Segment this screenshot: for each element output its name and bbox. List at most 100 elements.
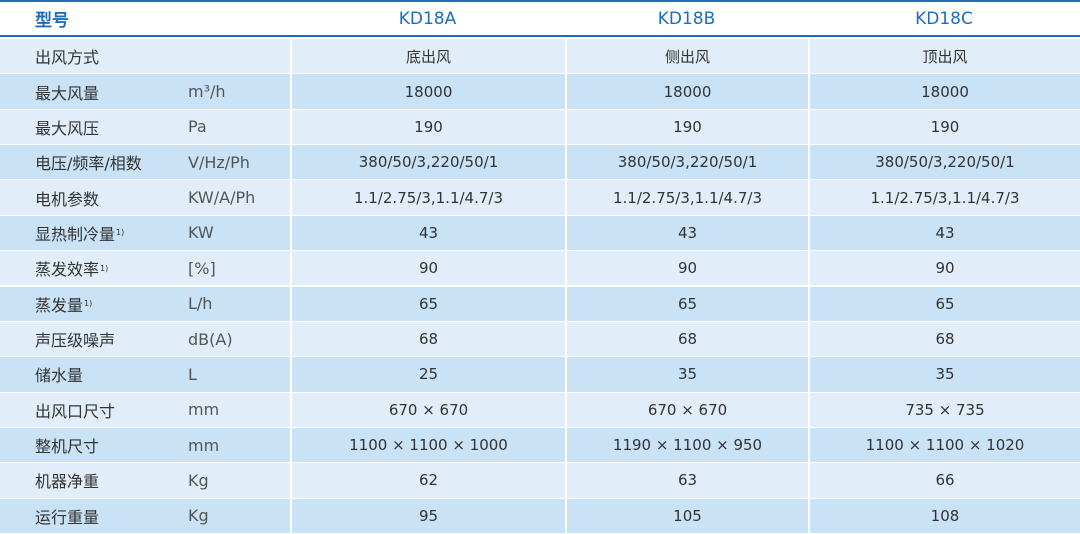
unit-cell: mm [175,393,290,427]
row-label-cell: 电机参数 [0,180,175,214]
value-cell: 43 [290,215,565,251]
value-cell: 65 [808,286,1080,321]
table-row: 显热制冷量 1) KW 43 43 43 [0,215,1080,251]
value-cell: 侧出风 [565,39,808,74]
table-row: 机器净重 Kg 62 63 66 [0,463,1080,498]
unit: dB(A) [188,329,233,349]
row-label: 出风口尺寸 [35,401,116,421]
row-label: 最大风压 [35,118,100,138]
unit-cell: L [175,357,290,391]
row-label: 蒸发量 [35,295,84,315]
unit: mm [188,435,220,455]
value-cell: 190 [290,109,565,145]
value-cell: 68 [565,321,808,357]
value-cell: 108 [808,498,1080,533]
table-row: 储水量 L 25 35 35 [0,357,1080,392]
table-row: 最大风压 Pa 190 190 190 [0,109,1080,145]
header-row: 型号 KD18A KD18B KD18C [0,0,1080,37]
row-label: 电机参数 [35,189,100,209]
table-row: 出风口尺寸 mm 670 × 670 670 × 670 735 × 735 [0,392,1080,427]
unit-cell [175,39,290,73]
value-cell: 18000 [808,74,1080,109]
unit: mm [188,400,220,420]
value-cell: 65 [290,286,565,321]
row-label: 蒸发效率 [35,260,100,280]
row-label-cell: 出风口尺寸 [0,393,175,427]
row-label-cell: 机器净重 [0,463,175,497]
row-label: 最大风量 [35,83,100,103]
row-label: 运行重量 [35,507,100,527]
table-row: 蒸发量 1) L/h 65 65 65 [0,286,1080,321]
table-row: 运行重量 Kg 95 105 108 [0,498,1080,533]
header-spacer [175,2,290,35]
row-label-cell: 整机尺寸 [0,428,175,462]
header-cell: KD18B [657,8,716,29]
value-cell: 65 [565,286,808,321]
table-row: 声压级噪声 dB(A) 68 68 68 [0,321,1080,357]
header-cell: KD18A [398,8,457,29]
row-label-cell: 电压/频率/相数 [0,145,175,179]
row-label-cell: 出风方式 [0,39,175,73]
row-label-cell: 蒸发量 1) [0,287,175,321]
value-cell: 43 [808,215,1080,251]
header-cell: KD18C [915,8,973,29]
table-row: 整机尺寸 mm 1100 × 1100 × 1000 1190 × 1100 × 95… [0,427,1080,463]
value-cell: 68 [808,321,1080,357]
value-cell: 380/50/3,220/50/1 [565,145,808,180]
row-label: 储水量 [35,366,84,386]
value-cell: 1100 × 1100 × 1020 [808,427,1080,463]
value-cell: 18000 [290,74,565,109]
table-row: 蒸发效率 1) [%] 90 90 90 [0,251,1080,286]
value-cell: 90 [290,251,565,286]
value-cell: 1100 × 1100 × 1000 [290,427,565,463]
value-cell: 66 [808,463,1080,498]
value-cell: 1190 × 1100 × 950 [565,427,808,463]
unit-cell: dB(A) [175,322,290,356]
value-cell: 18000 [565,74,808,109]
footnote-mark: 1) [116,228,125,238]
header-cell: 型号 [35,11,69,31]
unit-cell: Kg [175,499,290,533]
table-row: 最大风量 m³/h 18000 18000 18000 [0,74,1080,109]
unit-cell: mm [175,428,290,462]
value-cell: 43 [565,215,808,251]
table-row: 电机参数 KW/A/Ph 1.1/2.75/3,1.1/4.7/3 1.1/2.75/… [0,180,1080,215]
value-cell: 90 [565,251,808,286]
value-cell: 380/50/3,220/50/1 [808,145,1080,180]
value-cell: 735 × 735 [808,392,1080,427]
value-cell: 95 [290,498,565,533]
table-row: 出风方式 底出风 侧出风 顶出风 [0,39,1080,74]
unit-cell: [%] [175,251,290,285]
row-label-cell: 最大风量 [0,74,175,108]
unit-cell: Pa [175,110,290,144]
row-label: 出风方式 [35,48,100,68]
value-cell: 380/50/3,220/50/1 [290,145,565,180]
value-cell: 63 [565,463,808,498]
row-label-cell: 蒸发效率 1) [0,251,175,285]
unit-cell: Kg [175,463,290,497]
value-cell: 90 [808,251,1080,286]
unit: V/Hz/Ph [188,152,250,172]
unit: KW [188,223,214,243]
unit-cell: V/Hz/Ph [175,145,290,179]
value-cell: 35 [565,357,808,392]
value-cell: 670 × 670 [290,392,565,427]
value-cell: 190 [565,109,808,145]
unit-cell: L/h [175,287,290,321]
value-cell: 底出风 [290,39,565,74]
value-cell: 105 [565,498,808,533]
row-label-cell: 运行重量 [0,499,175,533]
unit-cell: KW [175,216,290,250]
row-label: 显热制冷量 [35,224,116,244]
value-cell: 190 [808,109,1080,145]
unit-cell: m³/h [175,74,290,108]
value-cell: 1.1/2.75/3,1.1/4.7/3 [565,180,808,215]
value-cell: 25 [290,357,565,392]
value-cell: 670 × 670 [565,392,808,427]
footnote-mark: 1) [100,263,109,273]
row-label: 声压级噪声 [35,331,116,351]
unit: m³/h [188,82,226,102]
unit: Kg [188,506,209,526]
